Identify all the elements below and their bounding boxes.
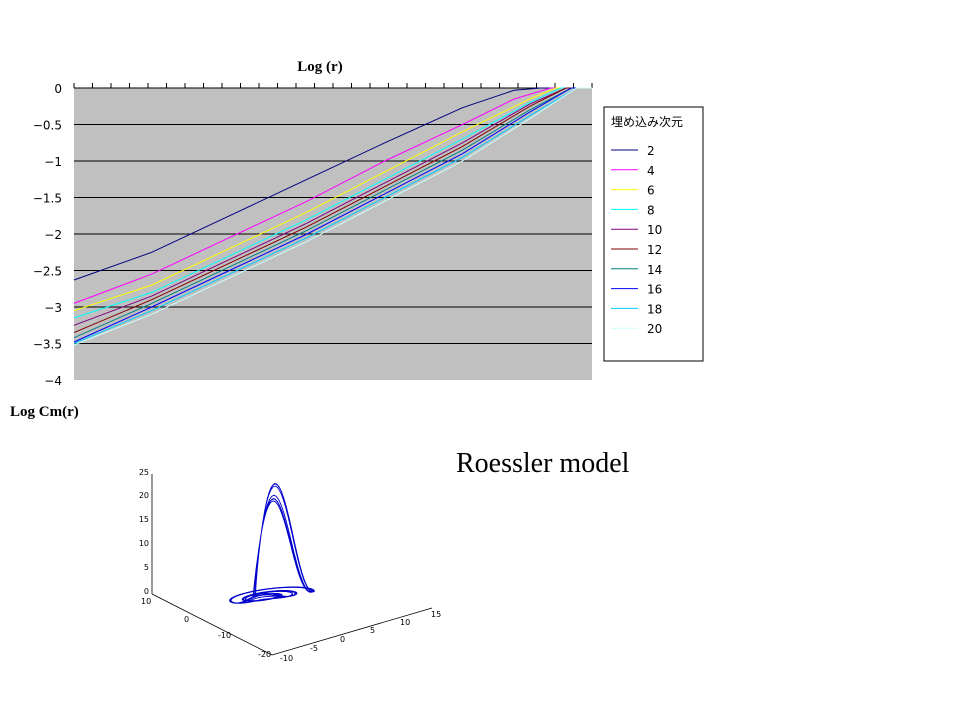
legend-label-16: 16: [647, 283, 662, 297]
z-tick-label: 25: [139, 468, 149, 477]
series-line-12: [73, 87, 592, 334]
attractor-curve: [229, 483, 315, 604]
y-axis-tick-labels: 0 −0.5 −1 −1.5 −2 −2.5 −3 −3.5 −4: [33, 82, 62, 388]
y-tick-label-3d: -10: [218, 631, 231, 640]
y-tick-label: 0: [54, 82, 62, 96]
y-tick-label-3d: 0: [184, 615, 189, 624]
y-tick-label: −1: [44, 155, 62, 169]
series-line-20: [73, 87, 592, 346]
y-axis-line-3d: [151, 593, 273, 656]
y-tick-label: −4: [44, 374, 62, 388]
series-lines: [73, 87, 592, 346]
legend-title: 埋め込み次元: [611, 115, 683, 129]
z-tick-label: 10: [139, 539, 149, 548]
x-axis-line-3d: [271, 607, 433, 656]
legend-label-10: 10: [647, 223, 662, 237]
series-line-6: [73, 87, 592, 312]
x-axis-title: Log (r): [297, 59, 342, 75]
model-title: Roessler model: [456, 448, 630, 479]
correlation-chart: 0 −0.5 −1 −1.5 −2 −2.5 −3 −3.5 −4 Log (r) Log Cm…: [10, 59, 704, 420]
y-tick-label-3d: -20: [258, 650, 271, 659]
z-tick-label: 20: [139, 491, 149, 500]
y-tick-label: −2.5: [33, 265, 62, 279]
y-tick-label: −0.5: [33, 119, 62, 133]
legend-label-12: 12: [647, 243, 662, 257]
legend-label-6: 6: [647, 184, 655, 198]
series-line-14: [73, 87, 592, 339]
series-line-18: [73, 87, 592, 344]
legend-label-8: 8: [647, 203, 655, 217]
x-tick-label-3d: -5: [310, 644, 318, 653]
legend-label-4: 4: [647, 164, 655, 178]
gridlines: [74, 124, 592, 344]
y-axis-title: Log Cm(r): [10, 404, 79, 420]
x-tick-label-3d: 10: [400, 618, 410, 627]
legend-label-18: 18: [647, 302, 662, 316]
legend-items: 2 4 6 8 10 12 14 16 18 20: [611, 144, 662, 336]
x-tick-label-3d: 15: [431, 610, 441, 619]
legend-label-14: 14: [647, 263, 662, 277]
x-tick-label-3d: 5: [370, 626, 375, 635]
attractor-axes: [151, 474, 433, 656]
series-line-10: [73, 87, 592, 326]
x-tick-label-3d: 0: [340, 635, 345, 644]
y-tick-label: −1.5: [33, 192, 62, 206]
z-tick-label: 0: [144, 587, 149, 596]
series-line-2: [73, 87, 592, 281]
x-tick-label-3d: -10: [280, 654, 293, 663]
series-line-16: [73, 87, 592, 343]
legend-box: [603, 106, 704, 362]
y-tick-label: −2: [44, 228, 62, 242]
legend-label-2: 2: [647, 144, 655, 158]
y-tick-label-3d: 10: [141, 597, 151, 606]
legend-label-20: 20: [647, 322, 662, 336]
z-tick-label: 5: [144, 563, 149, 572]
x-axis-ticks: [73, 83, 593, 88]
series-line-4: [73, 87, 592, 304]
y-tick-label: −3.5: [33, 338, 62, 352]
z-tick-label: 15: [139, 515, 149, 524]
y-tick-label: −3: [44, 301, 62, 315]
series-line-8: [73, 87, 592, 319]
legend: 埋め込み次元 2 4 6 8 10 12 14 16 18 20: [603, 106, 704, 362]
attractor-trajectory: [229, 483, 315, 604]
